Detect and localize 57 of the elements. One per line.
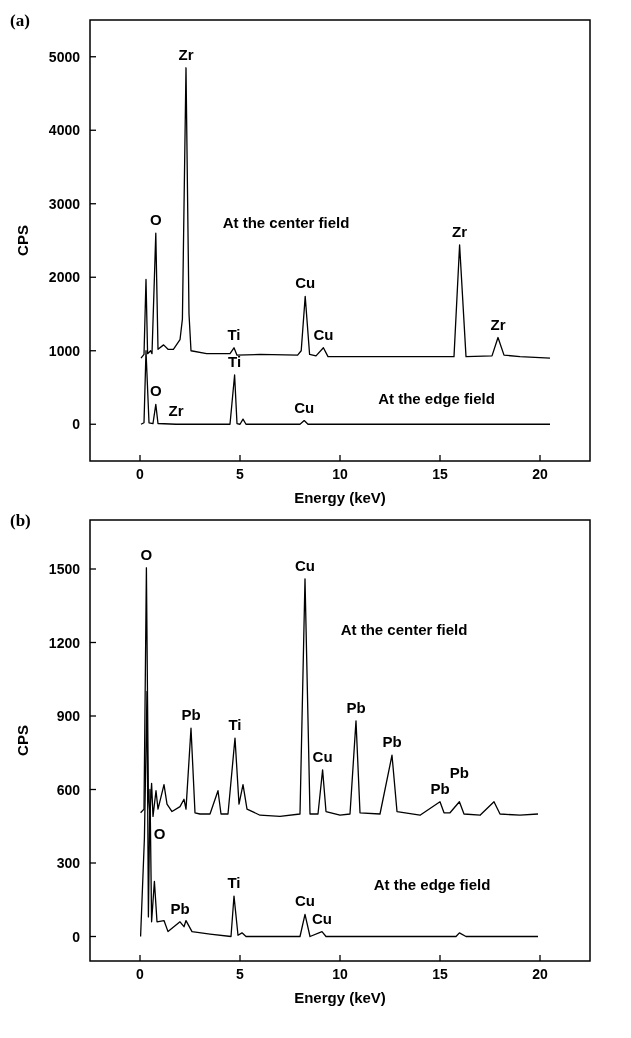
x-tick-label: 5 <box>236 466 245 482</box>
annotation: Cu <box>295 892 315 910</box>
annotation: O <box>149 211 162 229</box>
annotation: Pb <box>449 763 469 781</box>
x-tick-label: 20 <box>532 966 548 982</box>
annotation: Pb <box>346 698 366 716</box>
y-tick-label: 3000 <box>48 195 81 212</box>
annotation: Pb <box>382 733 402 751</box>
annotation: At the edge field <box>373 875 491 893</box>
x-axis-title: Energy (keV) <box>294 489 386 506</box>
y-tick-label: 1000 <box>48 342 81 359</box>
annotation: Cu <box>295 556 315 574</box>
annotation: O <box>153 824 166 842</box>
annotation: Cu <box>313 325 334 343</box>
chart-title: (b) <box>10 511 31 530</box>
x-axis-title: Energy (keV) <box>294 989 386 1006</box>
annotation: O <box>140 545 153 563</box>
y-tick-label: 0 <box>72 928 81 945</box>
y-tick-label: 2000 <box>48 269 81 286</box>
annotation: Pb <box>170 899 190 917</box>
y-tick-label: 1500 <box>48 561 81 577</box>
x-tick-label: 10 <box>332 466 348 482</box>
x-tick-label: 0 <box>136 966 145 982</box>
y-tick-label: 1200 <box>48 634 81 651</box>
annotation: Zr <box>452 222 468 240</box>
annotation: Cu <box>294 398 315 416</box>
chart-title: (a) <box>10 11 30 30</box>
y-tick-label: 4000 <box>48 122 81 139</box>
annotation: Cu <box>295 274 316 292</box>
annotation: Cu <box>312 747 333 765</box>
annotation: Ti <box>228 353 242 371</box>
x-tick-label: 10 <box>332 966 348 982</box>
annotation: Cu <box>312 909 332 927</box>
annotation: At the edge field <box>378 390 495 408</box>
annotation: O <box>149 382 162 400</box>
x-tick-label: 20 <box>532 466 548 482</box>
x-tick-label: 5 <box>236 966 245 982</box>
annotation: Pb <box>430 779 450 797</box>
y-axis-title: CPS <box>14 725 31 756</box>
y-tick-label: 300 <box>56 855 81 871</box>
annotation: Zr <box>178 45 194 63</box>
annotation: Ti <box>227 325 241 343</box>
x-tick-label: 15 <box>432 466 448 482</box>
annotation: Ti <box>227 874 241 892</box>
y-axis-title: CPS <box>14 225 31 256</box>
x-tick-label: 15 <box>432 966 448 982</box>
y-tick-label: 5000 <box>48 48 81 65</box>
annotation: Pb <box>181 706 201 724</box>
y-tick-label: 600 <box>56 781 81 798</box>
annotation: Zr <box>490 315 506 333</box>
y-tick-label: 900 <box>56 708 81 724</box>
annotation: Ti <box>228 716 242 734</box>
y-tick-label: 0 <box>72 416 81 433</box>
x-tick-label: 0 <box>136 466 145 482</box>
annotation: At the center field <box>340 620 468 638</box>
annotation: At the center field <box>222 214 350 232</box>
annotation: Zr <box>168 402 184 420</box>
